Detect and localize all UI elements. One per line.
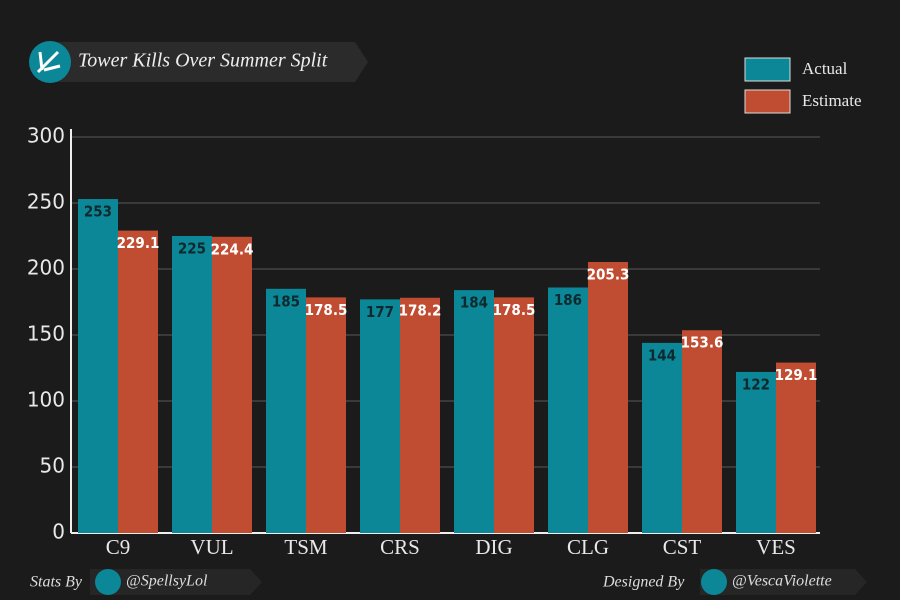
y-tick-label: 200 <box>27 256 65 280</box>
value-label: 205.3 <box>587 266 630 284</box>
bar <box>212 236 252 534</box>
value-label: 153.6 <box>681 334 724 352</box>
x-tick-label: DIG <box>475 535 512 559</box>
bar <box>682 330 722 533</box>
bar <box>78 199 118 534</box>
bar <box>454 290 494 533</box>
footer-banner <box>90 569 262 595</box>
bar <box>266 288 306 533</box>
x-tick-label: C9 <box>106 535 131 559</box>
footer-handle: @VescaViolette <box>732 573 832 590</box>
value-label: 186 <box>554 291 582 309</box>
value-label: 177 <box>366 303 394 321</box>
value-label: 253 <box>84 203 112 221</box>
value-label: 184 <box>460 294 488 312</box>
chart-title: Tower Kills Over Summer Split <box>78 50 328 72</box>
footer-banner <box>700 569 867 595</box>
y-tick-label: 0 <box>52 520 65 544</box>
x-tick-label: TSM <box>284 535 328 559</box>
x-tick-label: VUL <box>190 535 233 559</box>
value-label: 122 <box>742 375 770 393</box>
legend-label: Actual <box>802 59 848 78</box>
value-label: 178.5 <box>305 301 348 319</box>
y-tick-label: 300 <box>27 124 65 148</box>
value-label: 178.2 <box>399 301 442 319</box>
value-label: 224.4 <box>211 240 254 258</box>
twitter-icon <box>701 569 727 595</box>
twitter-icon <box>95 569 121 595</box>
bar <box>118 230 158 533</box>
footer-label: Stats By <box>30 574 83 591</box>
bar <box>736 371 776 533</box>
bar <box>776 362 816 533</box>
bar <box>360 299 400 533</box>
value-label: 225 <box>178 240 206 258</box>
value-label: 185 <box>272 292 300 310</box>
logo-mark <box>36 50 61 74</box>
title-banner <box>50 42 368 82</box>
x-tick-label: CST <box>663 535 702 559</box>
x-tick-label: CLG <box>567 535 609 559</box>
legend-label: Estimate <box>802 91 861 110</box>
y-tick-label: 250 <box>27 190 65 214</box>
y-tick-label: 150 <box>27 322 65 346</box>
x-tick-label: VES <box>756 535 796 559</box>
footer-label: Designed By <box>602 574 685 591</box>
legend-swatch <box>744 89 791 114</box>
value-label: 129.1 <box>775 366 818 384</box>
value-label: 178.5 <box>493 301 536 319</box>
value-label: 144 <box>648 346 676 364</box>
y-tick-label: 100 <box>27 388 65 412</box>
bar <box>400 297 440 533</box>
bar <box>588 262 628 533</box>
bar <box>172 236 212 533</box>
bar <box>548 287 588 533</box>
x-tick-label: CRS <box>380 535 420 559</box>
bar <box>494 297 534 533</box>
legend-swatch <box>744 57 791 82</box>
bar <box>306 297 346 533</box>
value-label: 229.1 <box>117 234 160 252</box>
y-tick-label: 50 <box>40 454 65 478</box>
bar <box>642 342 682 533</box>
footer-handle: @SpellsyLol <box>126 573 208 590</box>
